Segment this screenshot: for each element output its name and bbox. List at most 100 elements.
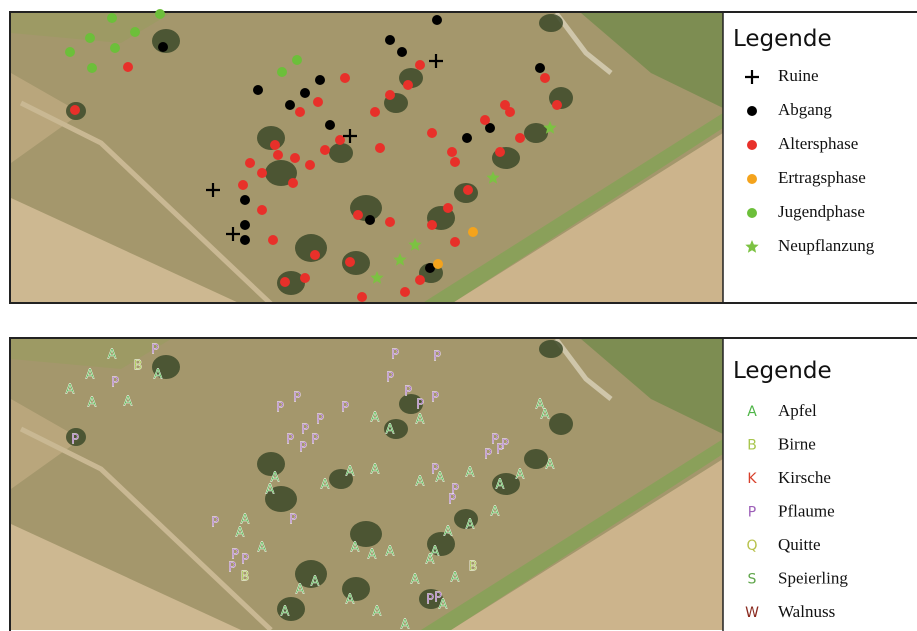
legend-symbol: P	[748, 505, 756, 521]
tree-marker: A	[411, 573, 420, 588]
tree-marker: P	[431, 391, 439, 406]
tree-marker: P	[433, 350, 441, 365]
tree-marker: P	[416, 398, 424, 413]
tree-marker: P	[71, 433, 79, 448]
dot-marker	[65, 47, 75, 57]
dot-marker	[270, 140, 280, 150]
tree-marker: A	[386, 423, 395, 438]
tree-marker: P	[241, 553, 249, 568]
tree-marker: P	[151, 343, 159, 358]
tree-marker: A	[451, 571, 460, 586]
tree-marker: A	[466, 518, 475, 533]
tree-marker: A	[321, 478, 330, 493]
dot-marker	[257, 205, 267, 215]
tree-marker: A	[108, 348, 117, 363]
dot-marker	[123, 62, 133, 72]
legend-label: Pflaume	[778, 501, 835, 520]
dot-marker	[285, 100, 295, 110]
dot-marker	[300, 273, 310, 283]
dot-marker	[433, 259, 443, 269]
dot-marker	[535, 63, 545, 73]
tree-marker: P	[341, 401, 349, 416]
dot-marker	[443, 203, 453, 213]
tree-marker: P	[293, 391, 301, 406]
legend-title: Legende	[733, 358, 832, 384]
dot-marker	[468, 227, 478, 237]
page: AAAAAAAAAAAAAAAAAAAAAAAAAAAAAAAAAAAAAAAA…	[0, 0, 917, 631]
legend-label: Kirsche	[778, 468, 831, 487]
tree-marker: A	[346, 465, 355, 480]
dot-marker	[747, 208, 757, 218]
dot-marker	[480, 115, 490, 125]
dot-marker	[463, 185, 473, 195]
tree-marker: A	[371, 463, 380, 478]
tree-marker: A	[281, 605, 290, 620]
dot-marker	[385, 217, 395, 227]
legend-label: Ruine	[778, 66, 819, 85]
dot-marker	[313, 97, 323, 107]
dot-marker	[450, 157, 460, 167]
dot-marker	[305, 160, 315, 170]
tree-marker: P	[426, 593, 434, 608]
dot-marker	[245, 158, 255, 168]
tree-marker: A	[541, 408, 550, 423]
dot-marker	[315, 75, 325, 85]
tree-marker: A	[236, 526, 245, 541]
tree-marker: P	[228, 561, 236, 576]
dot-marker	[87, 63, 97, 73]
dot-marker	[462, 133, 472, 143]
tree-marker: A	[516, 468, 525, 483]
tree-marker: P	[211, 516, 219, 531]
tree-marker: A	[154, 368, 163, 383]
tree-marker: A	[444, 525, 453, 540]
legend-label: Walnuss	[778, 602, 835, 621]
legend-label: Apfel	[778, 401, 817, 420]
dot-marker	[268, 235, 278, 245]
dot-marker	[447, 147, 457, 157]
tree-marker: A	[346, 593, 355, 608]
dot-marker	[325, 120, 335, 130]
dot-marker	[540, 73, 550, 83]
tree-marker: A	[401, 618, 410, 631]
dot-marker	[280, 277, 290, 287]
tree-marker: A	[416, 413, 425, 428]
tree-marker: A	[258, 541, 267, 556]
dot-marker	[70, 105, 80, 115]
dot-marker	[375, 143, 385, 153]
legend-label: Neupflanzung	[778, 236, 875, 255]
dot-marker	[747, 106, 757, 116]
tree-marker: A	[86, 368, 95, 383]
dot-marker	[432, 15, 442, 25]
dot-marker	[415, 275, 425, 285]
dot-marker	[495, 147, 505, 157]
dot-marker	[107, 13, 117, 23]
tree-marker: A	[351, 541, 360, 556]
tree-marker: P	[311, 433, 319, 448]
dot-marker	[385, 35, 395, 45]
dot-marker	[320, 145, 330, 155]
legend-label: Quitte	[778, 535, 821, 554]
tree-marker: A	[66, 383, 75, 398]
dot-marker	[415, 60, 425, 70]
legend-symbol: W	[745, 605, 759, 621]
dot-marker	[257, 168, 267, 178]
dot-marker	[273, 150, 283, 160]
dot-marker	[130, 27, 140, 37]
tree-marker: B	[134, 359, 143, 374]
tree-marker: P	[276, 401, 284, 416]
legend-label: Birne	[778, 434, 816, 453]
dot-marker	[295, 107, 305, 117]
tree-marker: P	[484, 448, 492, 463]
dot-marker	[110, 43, 120, 53]
tree-marker: P	[286, 433, 294, 448]
dot-marker	[240, 220, 250, 230]
tree-marker: A	[371, 411, 380, 426]
tree-marker: P	[289, 513, 297, 528]
dot-marker	[397, 47, 407, 57]
dot-marker	[400, 287, 410, 297]
map-figure: AAAAAAAAAAAAAAAAAAAAAAAAAAAAAAAAAAAAAAAA…	[0, 0, 917, 631]
dot-marker	[292, 55, 302, 65]
legend-label: Abgang	[778, 100, 832, 119]
dot-marker	[345, 257, 355, 267]
dot-marker	[240, 235, 250, 245]
